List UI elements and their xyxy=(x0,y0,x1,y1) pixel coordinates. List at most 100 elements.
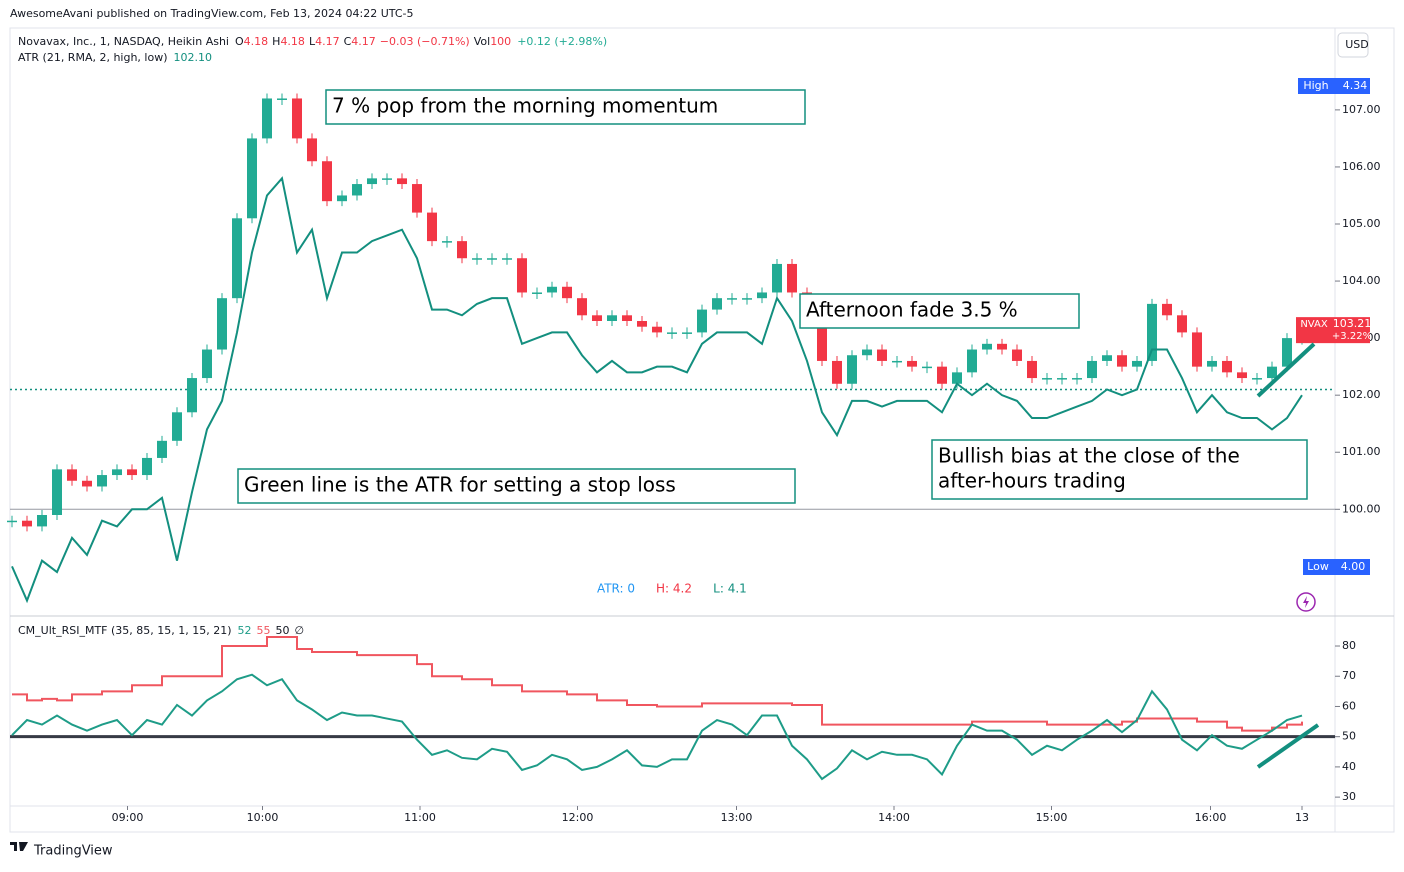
candle xyxy=(697,309,707,333)
alert-bolt xyxy=(1303,596,1309,608)
y-tick-label: 40 xyxy=(1342,760,1356,773)
atr-low: L: 4.1 xyxy=(713,582,747,596)
candle xyxy=(637,321,647,327)
candle xyxy=(1207,360,1217,367)
annotation: Afternoon fade 3.5 % xyxy=(806,298,1018,322)
candle xyxy=(1012,349,1022,361)
candle xyxy=(652,326,662,333)
candle xyxy=(217,298,227,350)
currency-button[interactable] xyxy=(1337,32,1369,58)
frame xyxy=(9,27,1395,833)
atr-line xyxy=(11,176,1303,604)
candle xyxy=(967,349,977,373)
candle xyxy=(172,412,182,441)
annotation: after-hours trading xyxy=(938,469,1126,493)
candle xyxy=(772,263,782,293)
candle xyxy=(247,138,257,219)
candle xyxy=(367,178,377,185)
candle xyxy=(37,515,47,527)
candle xyxy=(502,258,512,260)
rsi-line xyxy=(11,673,1303,781)
candle xyxy=(1027,360,1037,379)
candle xyxy=(742,298,752,300)
candle xyxy=(397,178,407,185)
candle xyxy=(1147,303,1157,361)
candle xyxy=(472,258,482,260)
candle xyxy=(352,184,362,196)
y-tick-label: 30 xyxy=(1342,790,1356,803)
x-tick-label: 16:00 xyxy=(1195,811,1227,824)
candle xyxy=(1042,378,1052,380)
candle xyxy=(442,241,452,243)
candle xyxy=(907,360,917,367)
candle xyxy=(787,263,797,293)
candle xyxy=(292,98,302,139)
candle xyxy=(157,440,167,458)
high-label: High xyxy=(1303,79,1328,92)
last-price-symbol: NVAX xyxy=(1300,319,1328,330)
candle xyxy=(67,469,77,481)
rsi-line xyxy=(12,635,1303,732)
candle xyxy=(127,469,137,476)
x-tick-label: 14:00 xyxy=(878,811,910,824)
x-tick-label: 11:00 xyxy=(404,811,436,824)
x-tick-label: 13 xyxy=(1295,811,1309,824)
candle xyxy=(727,298,737,300)
last-price-badge xyxy=(1296,317,1370,344)
candle xyxy=(532,292,542,294)
legend: Novavax, Inc., 1, NASDAQ, Heikin Ashi O4.… xyxy=(18,35,607,48)
high-value: 4.34 xyxy=(1343,79,1368,92)
candle xyxy=(7,520,17,523)
candle xyxy=(562,286,572,299)
candle xyxy=(847,355,857,384)
atr-readout: ATR: 0 xyxy=(597,582,635,596)
annotation-box xyxy=(325,89,806,125)
candle xyxy=(832,360,842,384)
y-tick-label: 107.00 xyxy=(1342,103,1381,116)
last-change: +3.22% xyxy=(1332,331,1372,342)
y-tick-label: 101.00 xyxy=(1342,445,1381,458)
candle xyxy=(457,241,467,259)
candle xyxy=(187,378,197,413)
low-value: 4.00 xyxy=(1341,560,1366,573)
currency: USD xyxy=(1345,38,1369,51)
candle xyxy=(337,195,347,202)
annotation-box xyxy=(799,293,1080,329)
candle xyxy=(622,315,632,321)
candle xyxy=(202,349,212,379)
candle xyxy=(22,520,32,527)
candle xyxy=(1192,332,1202,367)
y-tick-label: 60 xyxy=(1342,699,1356,712)
low-label: Low xyxy=(1307,560,1329,573)
alert-icon[interactable] xyxy=(1296,592,1316,612)
publisher: AwesomeAvani published on TradingView.co… xyxy=(10,7,414,20)
candle xyxy=(1177,315,1187,333)
candle xyxy=(757,292,767,299)
candle xyxy=(862,349,872,356)
x-tick-label: 10:00 xyxy=(247,811,279,824)
annotation: Green line is the ATR for setting a stop… xyxy=(244,473,676,497)
candle xyxy=(52,469,62,515)
brand-logo xyxy=(10,842,28,851)
candle xyxy=(877,349,887,361)
candle xyxy=(607,315,617,321)
candle xyxy=(1102,355,1112,361)
candle xyxy=(952,372,962,384)
x-tick-label: 09:00 xyxy=(112,811,144,824)
candle xyxy=(1057,378,1067,380)
annotation: Bullish bias at the close of the xyxy=(938,444,1240,468)
candle xyxy=(232,218,242,299)
candle xyxy=(922,366,932,369)
candle xyxy=(1087,360,1097,379)
y-tick-label: 80 xyxy=(1342,639,1356,652)
candle xyxy=(1162,303,1172,316)
candle xyxy=(142,457,152,476)
y-tick-label: 104.00 xyxy=(1342,274,1381,287)
candle xyxy=(427,212,437,242)
y-tick-label: 70 xyxy=(1342,669,1356,682)
candle xyxy=(412,184,422,213)
candle xyxy=(547,286,557,293)
candle xyxy=(382,178,392,180)
candle xyxy=(712,298,722,310)
